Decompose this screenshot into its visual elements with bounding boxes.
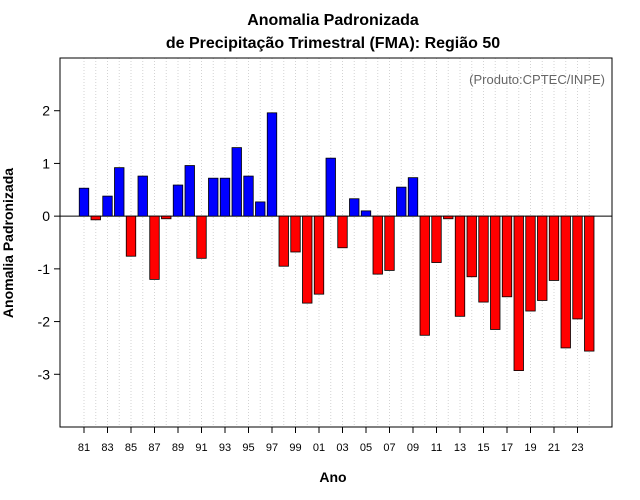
y-tick-label: 1 [42, 155, 50, 171]
x-tick-label: 97 [266, 442, 278, 454]
x-tick-label: 09 [407, 442, 419, 454]
bar-24 [584, 215, 595, 352]
chart-subtitle: de Precipitação Trimestral (FMA): Região… [166, 35, 500, 52]
bar-98 [278, 215, 289, 267]
x-tick-label: 87 [148, 442, 160, 454]
bar-10 [419, 215, 430, 336]
x-tick-label: 83 [101, 442, 113, 454]
chart-title: Anomalia Padronizada [247, 12, 419, 29]
x-axis: 81 83 85 87 89 91 93 95 97 99 01 03 05 07 09 11 13 15 17 19… [78, 427, 584, 454]
bar-15 [478, 215, 489, 303]
bar-81 [78, 187, 90, 217]
bar-06 [372, 215, 383, 275]
bar-96 [255, 201, 266, 217]
x-tick-label: 95 [242, 442, 254, 454]
y-tick-label: 2 [42, 103, 50, 119]
bar-18 [513, 215, 524, 371]
bar-99 [290, 215, 301, 253]
bar-87 [149, 215, 160, 280]
bar-00 [302, 215, 313, 304]
bar-02 [325, 157, 336, 217]
y-tick-label: -1 [38, 261, 51, 277]
bar-20 [537, 215, 548, 301]
bar-14 [466, 215, 477, 278]
bar-94 [231, 147, 242, 217]
x-tick-label: 93 [219, 442, 231, 454]
bar-19 [525, 215, 536, 312]
bar-89 [172, 184, 184, 217]
bar-97 [266, 112, 278, 217]
x-tick-label: 13 [454, 442, 466, 454]
y-tick-label: -2 [38, 314, 51, 330]
bar-01 [313, 215, 325, 295]
x-tick-label: 07 [383, 442, 395, 454]
x-tick-label: 85 [125, 442, 137, 454]
x-tick-label: 17 [501, 442, 513, 454]
bar-16 [490, 215, 501, 330]
bar-05 [360, 210, 372, 217]
bar-86 [137, 175, 148, 217]
bar-03 [337, 215, 348, 249]
plot-frame [59, 57, 613, 428]
bar-92 [208, 177, 219, 217]
bar-84 [114, 167, 125, 217]
x-tick-label: 01 [313, 442, 325, 454]
bar-91 [196, 215, 207, 259]
bar-21 [548, 215, 560, 281]
x-tick-label: 15 [477, 442, 489, 454]
bar-90 [184, 165, 195, 217]
bar-82 [90, 215, 101, 221]
x-tick-label: 11 [431, 442, 442, 454]
x-tick-label: 91 [195, 442, 207, 454]
bar-22 [560, 215, 571, 349]
y-axis-title: Anomalia Padronizada [0, 168, 16, 318]
bar-08 [396, 186, 407, 217]
x-tick-label: 03 [336, 442, 348, 454]
bar-07 [384, 215, 395, 271]
bar-95 [243, 175, 254, 217]
bar-93 [219, 177, 231, 217]
x-tick-label: 23 [571, 442, 583, 454]
grid [83, 58, 590, 427]
bar-17 [501, 215, 513, 298]
bar-09 [407, 177, 419, 217]
source-annotation: (Produto:CPTEC/INPE) [469, 72, 605, 87]
y-axis: -3 -2 -1 0 1 2 [38, 103, 60, 382]
bar-12 [443, 215, 454, 220]
bar-04 [349, 198, 360, 217]
bar-83 [102, 195, 113, 217]
x-tick-label: 21 [548, 442, 560, 454]
bar-88 [161, 215, 172, 220]
bar-23 [572, 215, 583, 320]
bar-13 [454, 215, 466, 317]
x-tick-label: 99 [289, 442, 301, 454]
x-tick-label: 19 [524, 442, 536, 454]
x-tick-label: 05 [360, 442, 372, 454]
y-tick-label: -3 [38, 366, 51, 382]
bar-85 [125, 215, 137, 257]
x-tick-label: 81 [78, 442, 90, 454]
bars [78, 112, 595, 371]
y-tick-label: 0 [42, 208, 50, 224]
x-axis-title: Ano [319, 469, 346, 485]
x-tick-label: 89 [172, 442, 184, 454]
bar-11 [431, 215, 442, 263]
